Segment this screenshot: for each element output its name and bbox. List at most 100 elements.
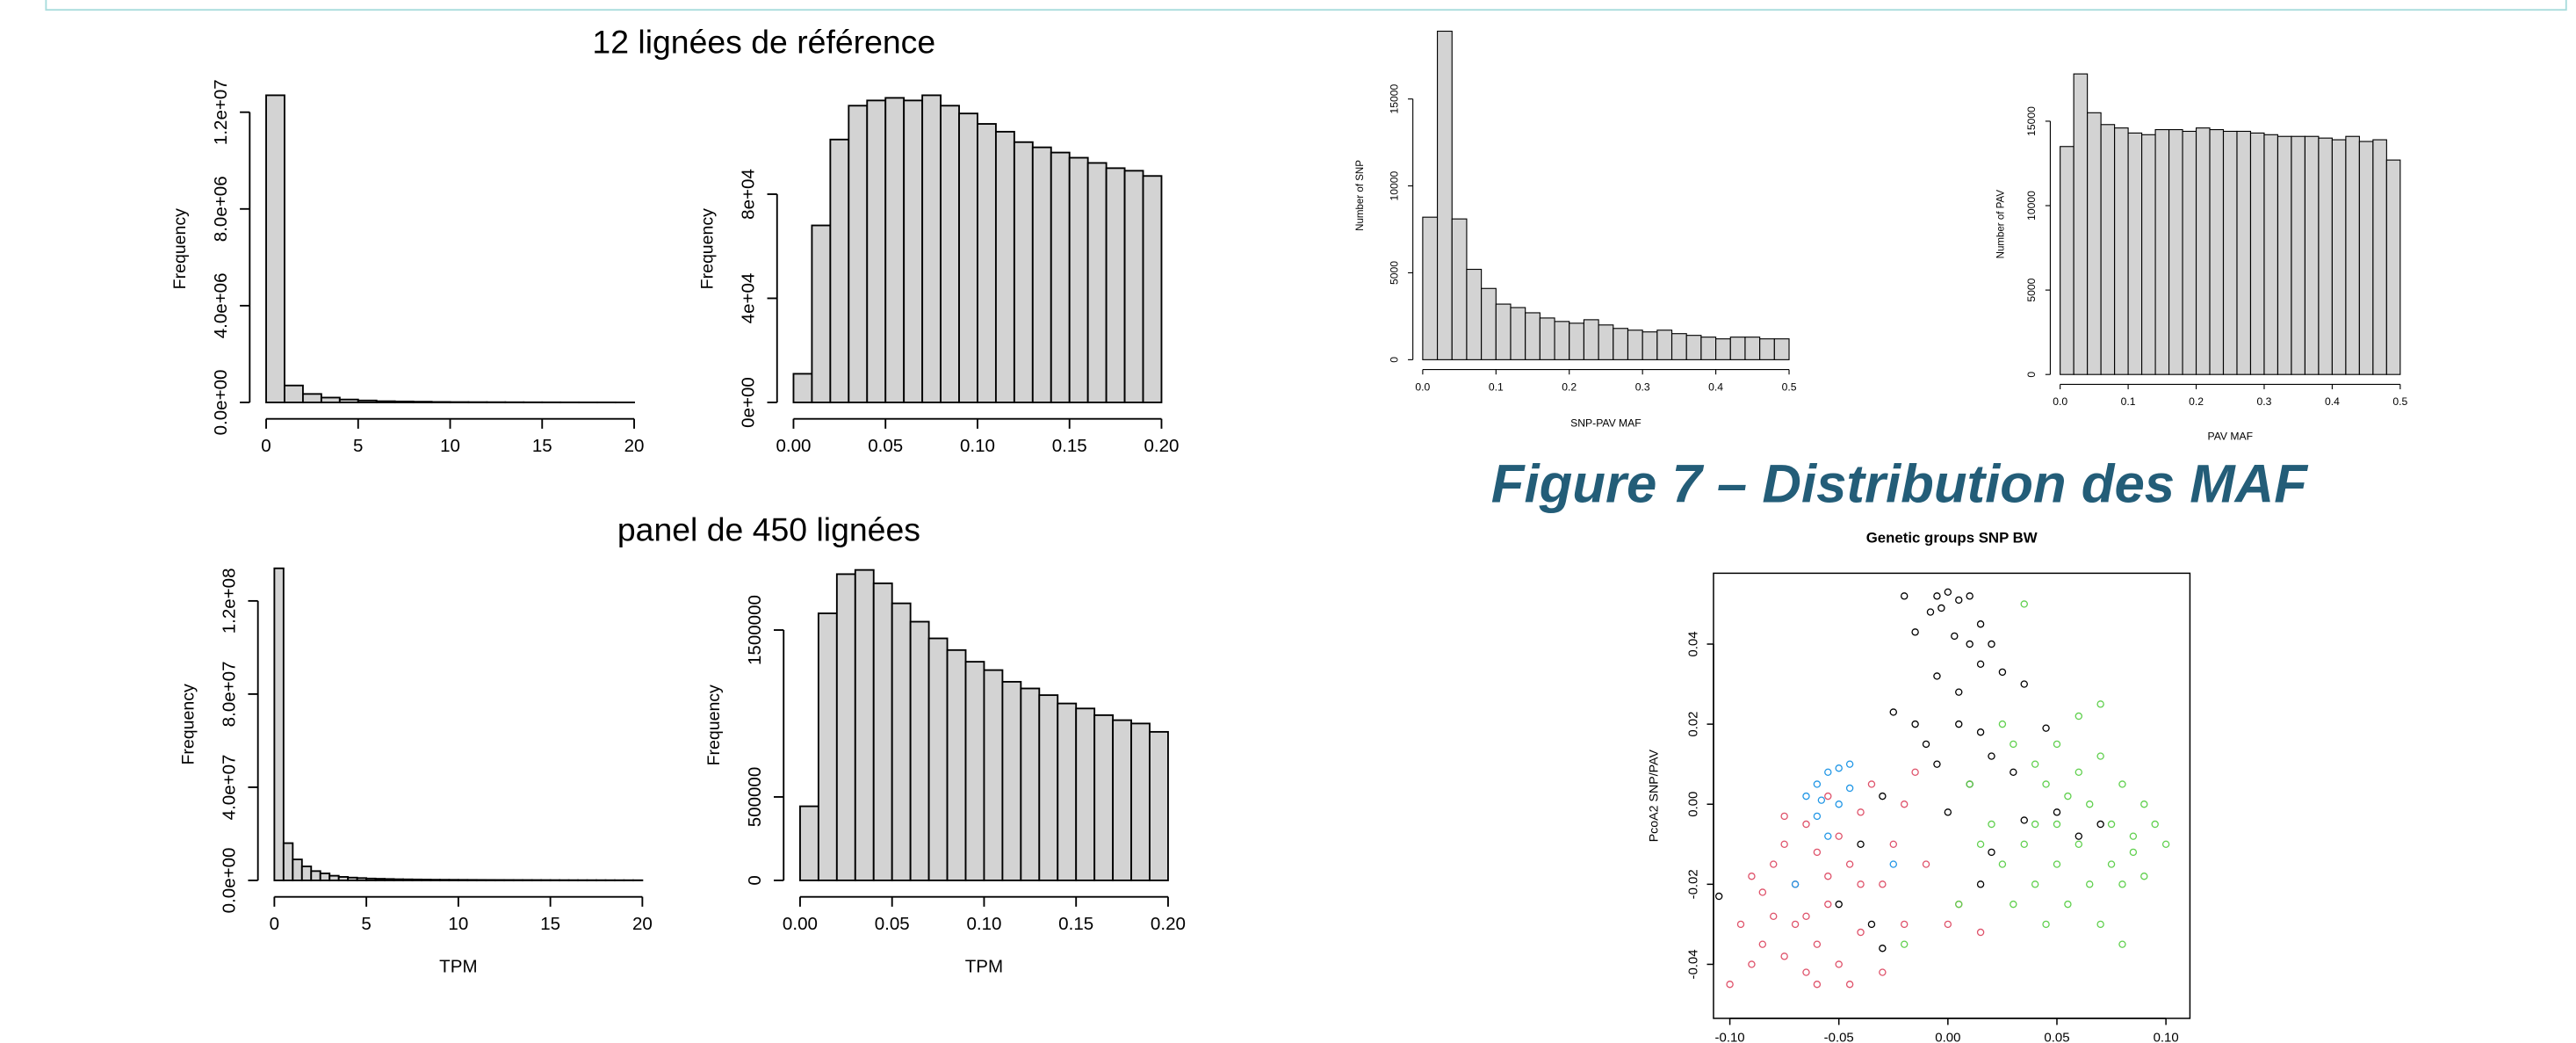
bar (1086, 162, 1108, 403)
y-tick-label: -0.04 (1685, 949, 1700, 979)
bar (2331, 139, 2347, 375)
x-tick-label: 0.10 (2154, 1030, 2179, 1043)
bar (2249, 132, 2265, 375)
bar (2100, 124, 2116, 375)
point (1933, 760, 1941, 768)
bar (1093, 713, 1115, 881)
point (1955, 900, 1963, 909)
x-tick-label: 0.3 (1635, 380, 1650, 393)
x-tick-label: 0.4 (1708, 380, 1723, 393)
point (1988, 820, 1995, 829)
point (2129, 848, 2138, 857)
bar (2277, 135, 2292, 375)
point (1857, 808, 1865, 816)
point (1900, 940, 1909, 948)
point (2031, 760, 2039, 768)
bar (811, 224, 832, 403)
y-tick-label: 8e+04 (738, 169, 758, 220)
point (2096, 752, 2104, 760)
point (2053, 860, 2061, 868)
point (1770, 912, 1778, 920)
point (2010, 768, 2017, 776)
y-tick-label: 0 (1388, 357, 1400, 363)
y-tick-label: 0 (2025, 372, 2038, 378)
bar (2127, 132, 2143, 375)
x-tick-label: 0.10 (960, 436, 995, 456)
bar (1068, 156, 1089, 403)
bar (1744, 337, 1761, 360)
bar (835, 573, 856, 881)
point (1900, 592, 1909, 600)
bar (2154, 128, 2170, 375)
bar (1142, 175, 1163, 403)
point (1922, 740, 1930, 749)
bar (338, 398, 359, 403)
point (1780, 812, 1788, 821)
point (1966, 592, 1973, 600)
y-tick-label: 15000 (2025, 106, 2038, 136)
point (2086, 800, 2094, 808)
x-tick-label: 0.15 (1058, 914, 1093, 934)
point (1835, 832, 1843, 840)
x-tick-label: 0.3 (2257, 395, 2272, 408)
bar (2358, 141, 2374, 375)
bar (1700, 337, 1717, 360)
point (1813, 848, 1822, 857)
group-title: 12 lignées de référence (592, 23, 935, 60)
bar (273, 567, 285, 881)
point (1835, 900, 1843, 909)
bar (2182, 130, 2197, 375)
point (1879, 968, 1887, 976)
bar (301, 393, 322, 403)
point (1857, 928, 1865, 937)
point (1835, 960, 1843, 968)
point (1976, 620, 1985, 628)
point (2118, 780, 2126, 788)
x-axis-label: TPM (439, 956, 477, 976)
point (1736, 920, 1745, 929)
point (1879, 792, 1887, 800)
bar (1642, 331, 1658, 360)
bar (2222, 130, 2238, 375)
y-axis-label: Frequency (170, 208, 190, 289)
bar (384, 878, 395, 881)
point (1845, 981, 1854, 989)
point (1857, 840, 1865, 848)
y-tick-label: 0.04 (1685, 631, 1700, 656)
bar (1123, 170, 1144, 403)
point (1976, 728, 1985, 736)
point (1976, 660, 1985, 668)
point (1955, 688, 1963, 696)
bar (1422, 216, 1439, 360)
x-tick-label: 0.05 (875, 914, 910, 934)
y-tick-label: 0 (745, 875, 765, 885)
x-axis-label: PAV MAF (2207, 430, 2253, 442)
group-title: panel de 450 lignées (617, 511, 920, 548)
bar (1554, 321, 1570, 360)
point (1911, 628, 1919, 636)
x-tick-label: 0.2 (2189, 395, 2204, 408)
bar (994, 130, 1015, 403)
point (2096, 820, 2104, 829)
point (1813, 940, 1822, 948)
y-tick-label: 10000 (2025, 191, 2038, 221)
point (2096, 920, 2104, 929)
x-axis-label: SNP-PAV MAF (1570, 416, 1642, 429)
point (1889, 860, 1897, 868)
point (1900, 920, 1909, 929)
bar (1038, 694, 1059, 881)
x-tick-label: -0.10 (1715, 1030, 1745, 1043)
x-tick-label: 5 (361, 914, 371, 934)
bar (2087, 112, 2102, 375)
point (1802, 792, 1810, 800)
point (1802, 968, 1810, 976)
bar (337, 876, 350, 881)
bar (1670, 333, 1687, 360)
bar (265, 94, 285, 403)
y-tick-label: 500000 (745, 767, 765, 828)
point (2053, 820, 2061, 829)
y-tick-label: 0.0e+00 (219, 848, 239, 914)
bar (2372, 139, 2387, 375)
point (1770, 860, 1778, 868)
